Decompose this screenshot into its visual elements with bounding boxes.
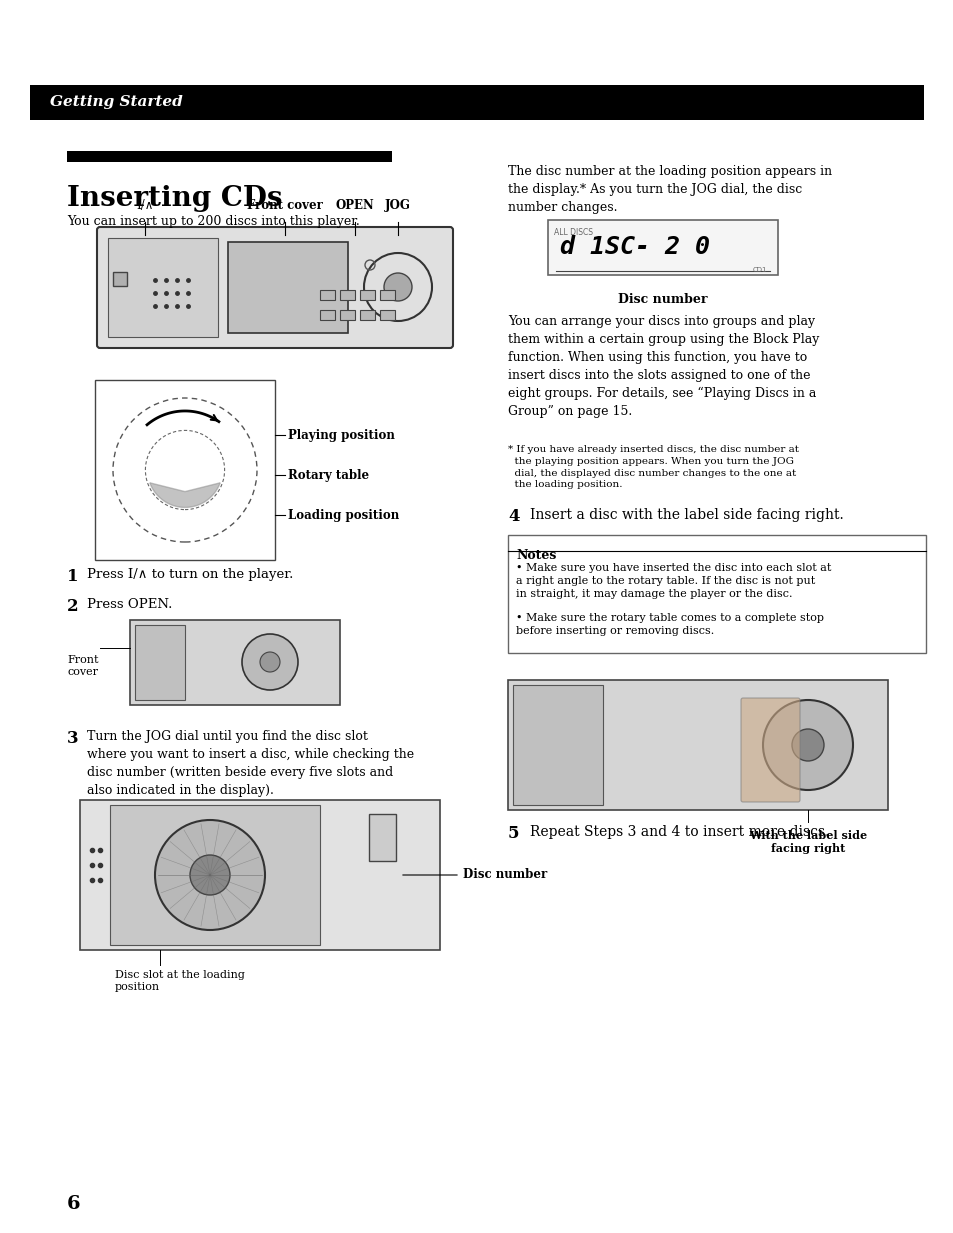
Text: 6: 6: [67, 1195, 81, 1213]
FancyBboxPatch shape: [67, 150, 392, 162]
FancyBboxPatch shape: [339, 290, 355, 300]
Circle shape: [242, 634, 297, 690]
Text: Press OPEN.: Press OPEN.: [87, 598, 172, 612]
Text: Front
cover: Front cover: [67, 655, 98, 677]
Text: You can arrange your discs into groups and play
them within a certain group usin: You can arrange your discs into groups a…: [507, 314, 819, 418]
Circle shape: [260, 652, 280, 672]
Text: 5: 5: [507, 825, 519, 842]
Text: Notes: Notes: [516, 549, 556, 562]
Polygon shape: [150, 483, 220, 508]
FancyBboxPatch shape: [319, 309, 335, 321]
FancyBboxPatch shape: [379, 290, 395, 300]
Text: OPEN: OPEN: [335, 199, 374, 212]
Text: Disc number: Disc number: [462, 868, 547, 882]
Text: d 1SC- 2 0: d 1SC- 2 0: [559, 236, 709, 259]
Circle shape: [384, 272, 412, 301]
FancyBboxPatch shape: [319, 290, 335, 300]
Text: 3: 3: [67, 730, 78, 747]
Text: Rotary table: Rotary table: [288, 469, 369, 482]
FancyBboxPatch shape: [369, 814, 395, 861]
Text: • Make sure you have inserted the disc into each slot at
a right angle to the ro: • Make sure you have inserted the disc i…: [516, 563, 830, 598]
Text: Insert a disc with the label side facing right.: Insert a disc with the label side facing…: [530, 508, 842, 522]
FancyBboxPatch shape: [135, 625, 185, 700]
FancyBboxPatch shape: [507, 681, 887, 810]
Text: 4: 4: [507, 508, 519, 525]
FancyBboxPatch shape: [507, 535, 925, 653]
FancyBboxPatch shape: [108, 238, 218, 337]
Text: JOG: JOG: [385, 199, 411, 212]
FancyBboxPatch shape: [513, 686, 602, 805]
FancyBboxPatch shape: [547, 219, 778, 275]
FancyBboxPatch shape: [110, 805, 319, 944]
Text: 1: 1: [67, 568, 78, 584]
Circle shape: [154, 820, 265, 930]
FancyBboxPatch shape: [339, 309, 355, 321]
FancyBboxPatch shape: [97, 227, 453, 348]
Text: * If you have already inserted discs, the disc number at
  the playing position : * If you have already inserted discs, th…: [507, 445, 799, 490]
Text: ALL DISCS: ALL DISCS: [554, 228, 593, 237]
Text: • Make sure the rotary table comes to a complete stop
before inserting or removi: • Make sure the rotary table comes to a …: [516, 613, 823, 636]
Text: Turn the JOG dial until you find the disc slot
where you want to insert a disc, : Turn the JOG dial until you find the dis…: [87, 730, 414, 797]
Text: Inserting CDs: Inserting CDs: [67, 185, 282, 212]
Text: The disc number at the loading position appears in
the display.* As you turn the: The disc number at the loading position …: [507, 165, 831, 215]
Circle shape: [762, 700, 852, 790]
Text: Repeat Steps 3 and 4 to insert more discs.: Repeat Steps 3 and 4 to insert more disc…: [530, 825, 828, 838]
Text: 2: 2: [67, 598, 78, 615]
Text: With the label side
facing right: With the label side facing right: [748, 830, 866, 853]
FancyBboxPatch shape: [95, 380, 274, 560]
FancyBboxPatch shape: [379, 309, 395, 321]
FancyBboxPatch shape: [359, 290, 375, 300]
Text: You can insert up to 200 discs into this player.: You can insert up to 200 discs into this…: [67, 215, 359, 228]
FancyBboxPatch shape: [740, 698, 800, 801]
Text: Disc number: Disc number: [618, 293, 707, 306]
FancyBboxPatch shape: [112, 272, 127, 286]
Text: Front cover: Front cover: [247, 199, 323, 212]
FancyBboxPatch shape: [80, 800, 439, 949]
FancyBboxPatch shape: [359, 309, 375, 321]
Text: I/∧: I/∧: [136, 199, 153, 212]
Circle shape: [190, 854, 230, 895]
Text: Getting Started: Getting Started: [50, 95, 183, 109]
FancyBboxPatch shape: [130, 620, 339, 705]
Text: Disc slot at the loading
position: Disc slot at the loading position: [115, 970, 245, 991]
Text: Press I/∧ to turn on the player.: Press I/∧ to turn on the player.: [87, 568, 294, 581]
FancyBboxPatch shape: [30, 85, 923, 120]
FancyBboxPatch shape: [228, 242, 348, 333]
Text: Playing position: Playing position: [288, 429, 395, 441]
Circle shape: [791, 729, 823, 761]
Text: CD1: CD1: [752, 268, 767, 272]
Text: Loading position: Loading position: [288, 508, 399, 522]
